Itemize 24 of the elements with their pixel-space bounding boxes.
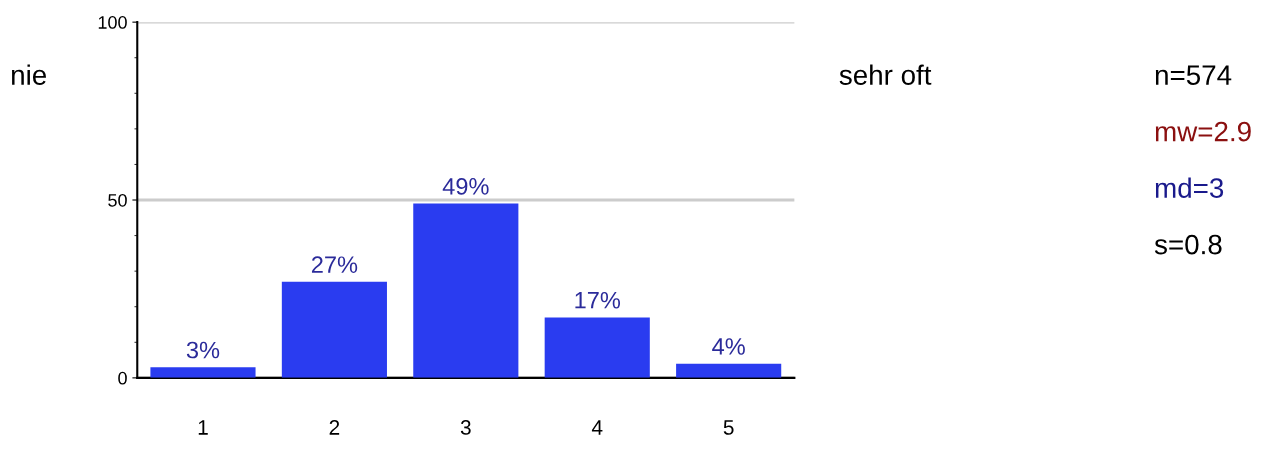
- text: s=0.8: [1154, 234, 1222, 255]
- x-tick-label: 1: [198, 420, 208, 435]
- y-tick-label: 0: [118, 371, 127, 385]
- text: n=574: [1155, 65, 1232, 85]
- x-tick-label: 2: [329, 420, 340, 435]
- x-tick-label: 5: [723, 420, 734, 435]
- text: nie: [12, 64, 46, 85]
- data-label: 49%: [442, 178, 489, 195]
- bar: [676, 363, 782, 378]
- data-label: 17%: [575, 291, 621, 309]
- x-tick-label: 3: [460, 420, 471, 435]
- y-tick-label: 100: [98, 16, 127, 29]
- x-tick-label: 4: [591, 420, 603, 435]
- text: mw=2.9: [1155, 121, 1251, 142]
- bar: [281, 281, 387, 378]
- data-label: 27%: [311, 256, 358, 273]
- text: md=3: [1155, 177, 1224, 198]
- text: sehr oft: [839, 64, 932, 85]
- data-label: 4%: [712, 338, 745, 355]
- bar: [150, 367, 256, 378]
- data-label: 3%: [186, 341, 220, 359]
- bar: [413, 203, 519, 378]
- y-tick-label: 50: [108, 193, 127, 207]
- bar: [544, 317, 650, 378]
